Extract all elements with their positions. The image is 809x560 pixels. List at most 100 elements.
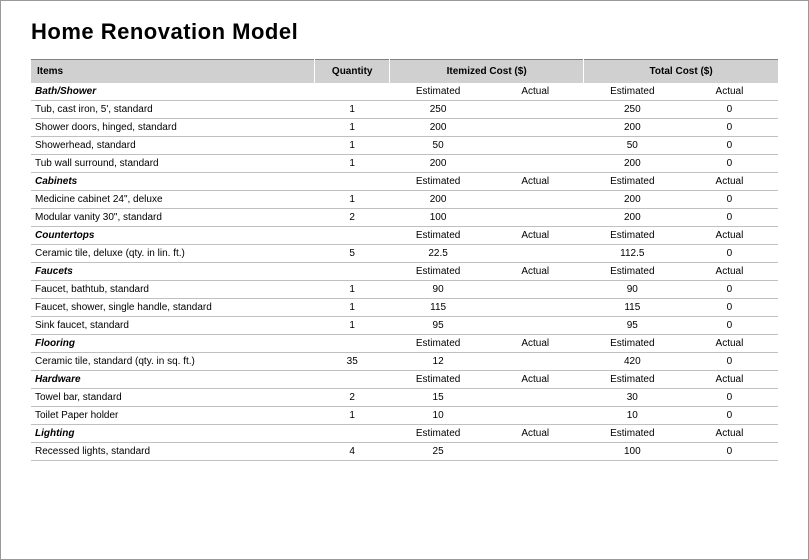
cell-act [487,281,584,299]
cell-test: 50 [584,137,681,155]
sublabel-estimated: Estimated [390,371,487,389]
sublabel-actual: Actual [487,263,584,281]
cell-act [487,299,584,317]
table-row: Faucet, bathtub, standard190900 [31,281,778,299]
cell-item: Modular vanity 30", standard [31,209,315,227]
cell-tact: 0 [681,191,778,209]
cell-test: 420 [584,353,681,371]
cell-est: 90 [390,281,487,299]
renovation-table: Items Quantity Itemized Cost ($) Total C… [31,59,778,461]
cell-item: Faucet, bathtub, standard [31,281,315,299]
sublabel-estimated: Estimated [390,263,487,281]
col-itemized: Itemized Cost ($) [390,60,584,84]
sublabel-actual: Actual [681,371,778,389]
cell-item: Medicine cabinet 24", deluxe [31,191,315,209]
cell-tact: 0 [681,119,778,137]
cell-test: 90 [584,281,681,299]
cell-tact: 0 [681,389,778,407]
cell-act [487,191,584,209]
cell-est: 22.5 [390,245,487,263]
section-qty-empty [315,371,390,389]
cell-tact: 0 [681,281,778,299]
section-name: Faucets [31,263,315,281]
sublabel-estimated: Estimated [584,425,681,443]
sublabel-actual: Actual [681,227,778,245]
cell-test: 95 [584,317,681,335]
cell-test: 10 [584,407,681,425]
cell-est: 115 [390,299,487,317]
cell-tact: 0 [681,443,778,461]
cell-act [487,137,584,155]
cell-item: Shower doors, hinged, standard [31,119,315,137]
cell-qty: 1 [315,191,390,209]
sublabel-estimated: Estimated [584,83,681,101]
cell-test: 115 [584,299,681,317]
table-row: Medicine cabinet 24", deluxe12002000 [31,191,778,209]
sublabel-estimated: Estimated [584,263,681,281]
section-header: HardwareEstimatedActualEstimatedActual [31,371,778,389]
sublabel-actual: Actual [681,425,778,443]
table-row: Tub wall surround, standard12002000 [31,155,778,173]
cell-qty: 1 [315,155,390,173]
cell-est: 200 [390,155,487,173]
cell-est: 95 [390,317,487,335]
section-header: LightingEstimatedActualEstimatedActual [31,425,778,443]
cell-qty: 1 [315,119,390,137]
cell-item: Toilet Paper holder [31,407,315,425]
cell-act [487,317,584,335]
cell-qty: 4 [315,443,390,461]
table-row: Ceramic tile, standard (qty. in sq. ft.)… [31,353,778,371]
cell-act [487,389,584,407]
cell-item: Recessed lights, standard [31,443,315,461]
cell-act [487,101,584,119]
sublabel-actual: Actual [487,83,584,101]
sublabel-actual: Actual [681,173,778,191]
cell-item: Faucet, shower, single handle, standard [31,299,315,317]
section-qty-empty [315,263,390,281]
cell-tact: 0 [681,155,778,173]
section-name: Cabinets [31,173,315,191]
section-qty-empty [315,227,390,245]
cell-test: 200 [584,119,681,137]
cell-tact: 0 [681,299,778,317]
sublabel-estimated: Estimated [390,425,487,443]
cell-qty: 1 [315,101,390,119]
cell-act [487,209,584,227]
cell-test: 30 [584,389,681,407]
section-header: FaucetsEstimatedActualEstimatedActual [31,263,778,281]
cell-tact: 0 [681,137,778,155]
cell-item: Showerhead, standard [31,137,315,155]
table-row: Showerhead, standard150500 [31,137,778,155]
section-header: CabinetsEstimatedActualEstimatedActual [31,173,778,191]
section-qty-empty [315,335,390,353]
cell-test: 200 [584,191,681,209]
sublabel-actual: Actual [681,335,778,353]
cell-qty: 35 [315,353,390,371]
section-name: Bath/Shower [31,83,390,101]
cell-qty: 2 [315,389,390,407]
section-name: Lighting [31,425,315,443]
table-row: Faucet, shower, single handle, standard1… [31,299,778,317]
table-row: Modular vanity 30", standard21002000 [31,209,778,227]
cell-est: 100 [390,209,487,227]
sublabel-estimated: Estimated [390,335,487,353]
cell-tact: 0 [681,407,778,425]
cell-est: 25 [390,443,487,461]
cell-item: Towel bar, standard [31,389,315,407]
table-row: Ceramic tile, deluxe (qty. in lin. ft.)5… [31,245,778,263]
cell-tact: 0 [681,245,778,263]
section-qty-empty [315,425,390,443]
cell-tact: 0 [681,101,778,119]
sublabel-estimated: Estimated [584,371,681,389]
table-row: Sink faucet, standard195950 [31,317,778,335]
cell-act [487,443,584,461]
cell-qty: 1 [315,299,390,317]
table-row: Tub, cast iron, 5', standard12502500 [31,101,778,119]
header-row: Items Quantity Itemized Cost ($) Total C… [31,60,778,84]
cell-tact: 0 [681,209,778,227]
cell-item: Ceramic tile, standard (qty. in sq. ft.) [31,353,315,371]
cell-qty: 5 [315,245,390,263]
section-name: Countertops [31,227,315,245]
cell-est: 15 [390,389,487,407]
section-header: Bath/ShowerEstimatedActualEstimatedActua… [31,83,778,101]
